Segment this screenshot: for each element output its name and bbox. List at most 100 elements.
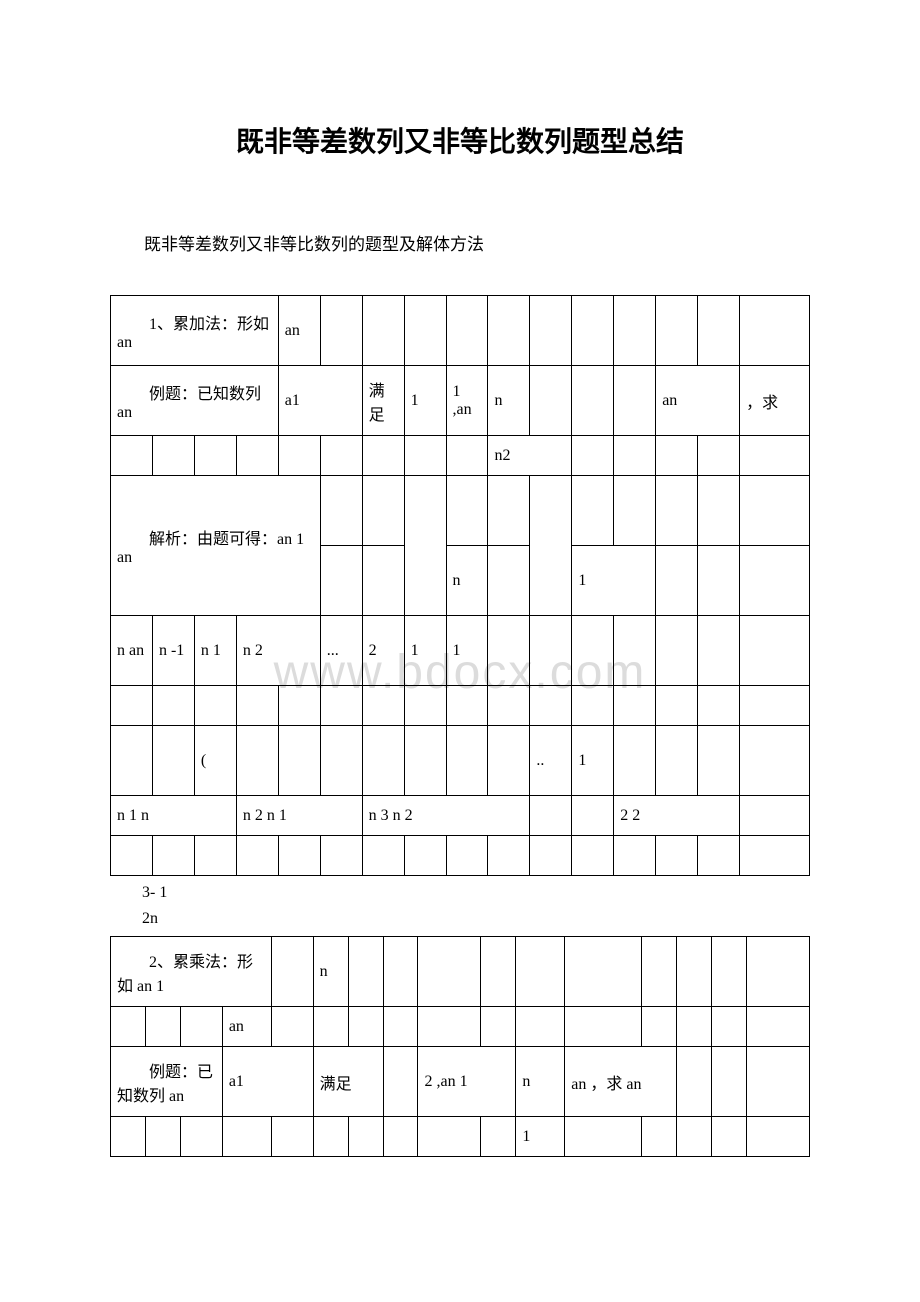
cell bbox=[236, 686, 278, 726]
table-row: 2、累乘法：形如 an 1 n bbox=[111, 937, 810, 1007]
table-2: 2、累乘法：形如 an 1 n an bbox=[110, 936, 810, 1157]
cell bbox=[614, 836, 656, 876]
cell bbox=[712, 1007, 747, 1047]
cell bbox=[194, 686, 236, 726]
cell bbox=[194, 836, 236, 876]
cell: n bbox=[446, 546, 488, 616]
cell bbox=[572, 836, 614, 876]
cell bbox=[278, 836, 320, 876]
cell bbox=[740, 686, 810, 726]
cell bbox=[530, 686, 572, 726]
cell bbox=[236, 836, 278, 876]
cell bbox=[320, 296, 362, 366]
cell bbox=[677, 1007, 712, 1047]
cell: a1 bbox=[278, 366, 362, 436]
cell bbox=[656, 836, 698, 876]
cell: 2 2 bbox=[614, 796, 740, 836]
cell bbox=[383, 1117, 418, 1157]
cell bbox=[488, 616, 530, 686]
cell: 1 ,an bbox=[446, 366, 488, 436]
cell bbox=[656, 686, 698, 726]
cell: 1、累加法：形如 an bbox=[111, 296, 279, 366]
cell: 1 bbox=[516, 1117, 565, 1157]
cell bbox=[362, 476, 404, 546]
cell bbox=[348, 937, 383, 1007]
cell bbox=[746, 937, 809, 1007]
cell bbox=[271, 1117, 313, 1157]
cell bbox=[572, 436, 614, 476]
table-row: 例题：已知数列 an a1 满足 1 1 ,an n an ，求 bbox=[111, 366, 810, 436]
cell bbox=[362, 686, 404, 726]
cell: ，求 bbox=[740, 366, 810, 436]
cell: n 3 n 2 bbox=[362, 796, 530, 836]
cell bbox=[572, 296, 614, 366]
cell bbox=[362, 836, 404, 876]
cell bbox=[383, 1007, 418, 1047]
cell bbox=[446, 436, 488, 476]
cell bbox=[446, 476, 488, 546]
cell bbox=[320, 436, 362, 476]
cell bbox=[404, 726, 446, 796]
cell bbox=[404, 436, 446, 476]
cell bbox=[530, 476, 572, 616]
cell bbox=[362, 726, 404, 796]
page-subtitle: 既非等差数列又非等比数列的题型及解体方法 bbox=[110, 230, 810, 255]
cell bbox=[614, 686, 656, 726]
cell bbox=[320, 726, 362, 796]
cell bbox=[404, 836, 446, 876]
cell bbox=[488, 476, 530, 546]
cell bbox=[404, 296, 446, 366]
cell bbox=[740, 476, 810, 546]
cell: n bbox=[488, 366, 530, 436]
cell bbox=[698, 726, 740, 796]
cell bbox=[642, 1007, 677, 1047]
cell bbox=[488, 836, 530, 876]
cell bbox=[656, 726, 698, 796]
cell bbox=[740, 546, 810, 616]
cell bbox=[488, 686, 530, 726]
cell bbox=[320, 686, 362, 726]
cell bbox=[746, 1007, 809, 1047]
cell bbox=[404, 686, 446, 726]
table-1: 1、累加法：形如 an an 例题：已知数列 an a1 满足 1 bbox=[110, 295, 810, 876]
cell bbox=[614, 726, 656, 796]
table-row: 解析：由题可得：an 1 an bbox=[111, 476, 810, 546]
cell bbox=[677, 1047, 712, 1117]
cell bbox=[746, 1117, 809, 1157]
cell: 2 ,an 1 bbox=[418, 1047, 516, 1117]
cell bbox=[698, 436, 740, 476]
cell bbox=[656, 616, 698, 686]
cell bbox=[111, 686, 153, 726]
cell bbox=[481, 1007, 516, 1047]
cell bbox=[530, 796, 572, 836]
cell bbox=[152, 836, 194, 876]
cell bbox=[418, 1007, 481, 1047]
cell bbox=[320, 836, 362, 876]
cell bbox=[348, 1007, 383, 1047]
page-title: 既非等差数列又非等比数列题型总结 bbox=[110, 120, 810, 160]
table-row: an bbox=[111, 1007, 810, 1047]
cell: n bbox=[313, 937, 348, 1007]
cell bbox=[572, 366, 614, 436]
cell bbox=[180, 1117, 222, 1157]
cell: 1 bbox=[446, 616, 488, 686]
cell bbox=[642, 1117, 677, 1157]
cell bbox=[236, 436, 278, 476]
cell bbox=[642, 937, 677, 1007]
cell bbox=[614, 616, 656, 686]
cell bbox=[516, 937, 565, 1007]
cell bbox=[481, 937, 516, 1007]
cell bbox=[111, 436, 153, 476]
cell: .. bbox=[530, 726, 572, 796]
table-row bbox=[111, 686, 810, 726]
cell bbox=[488, 546, 530, 616]
cell bbox=[418, 1117, 481, 1157]
cell bbox=[740, 436, 810, 476]
cell: n an bbox=[111, 616, 153, 686]
table-row: n an n -1 n 1 n 2 ... 2 1 1 bbox=[111, 616, 810, 686]
cell bbox=[740, 616, 810, 686]
cell bbox=[111, 1117, 146, 1157]
cell bbox=[446, 296, 488, 366]
cell bbox=[698, 616, 740, 686]
cell bbox=[712, 1117, 747, 1157]
